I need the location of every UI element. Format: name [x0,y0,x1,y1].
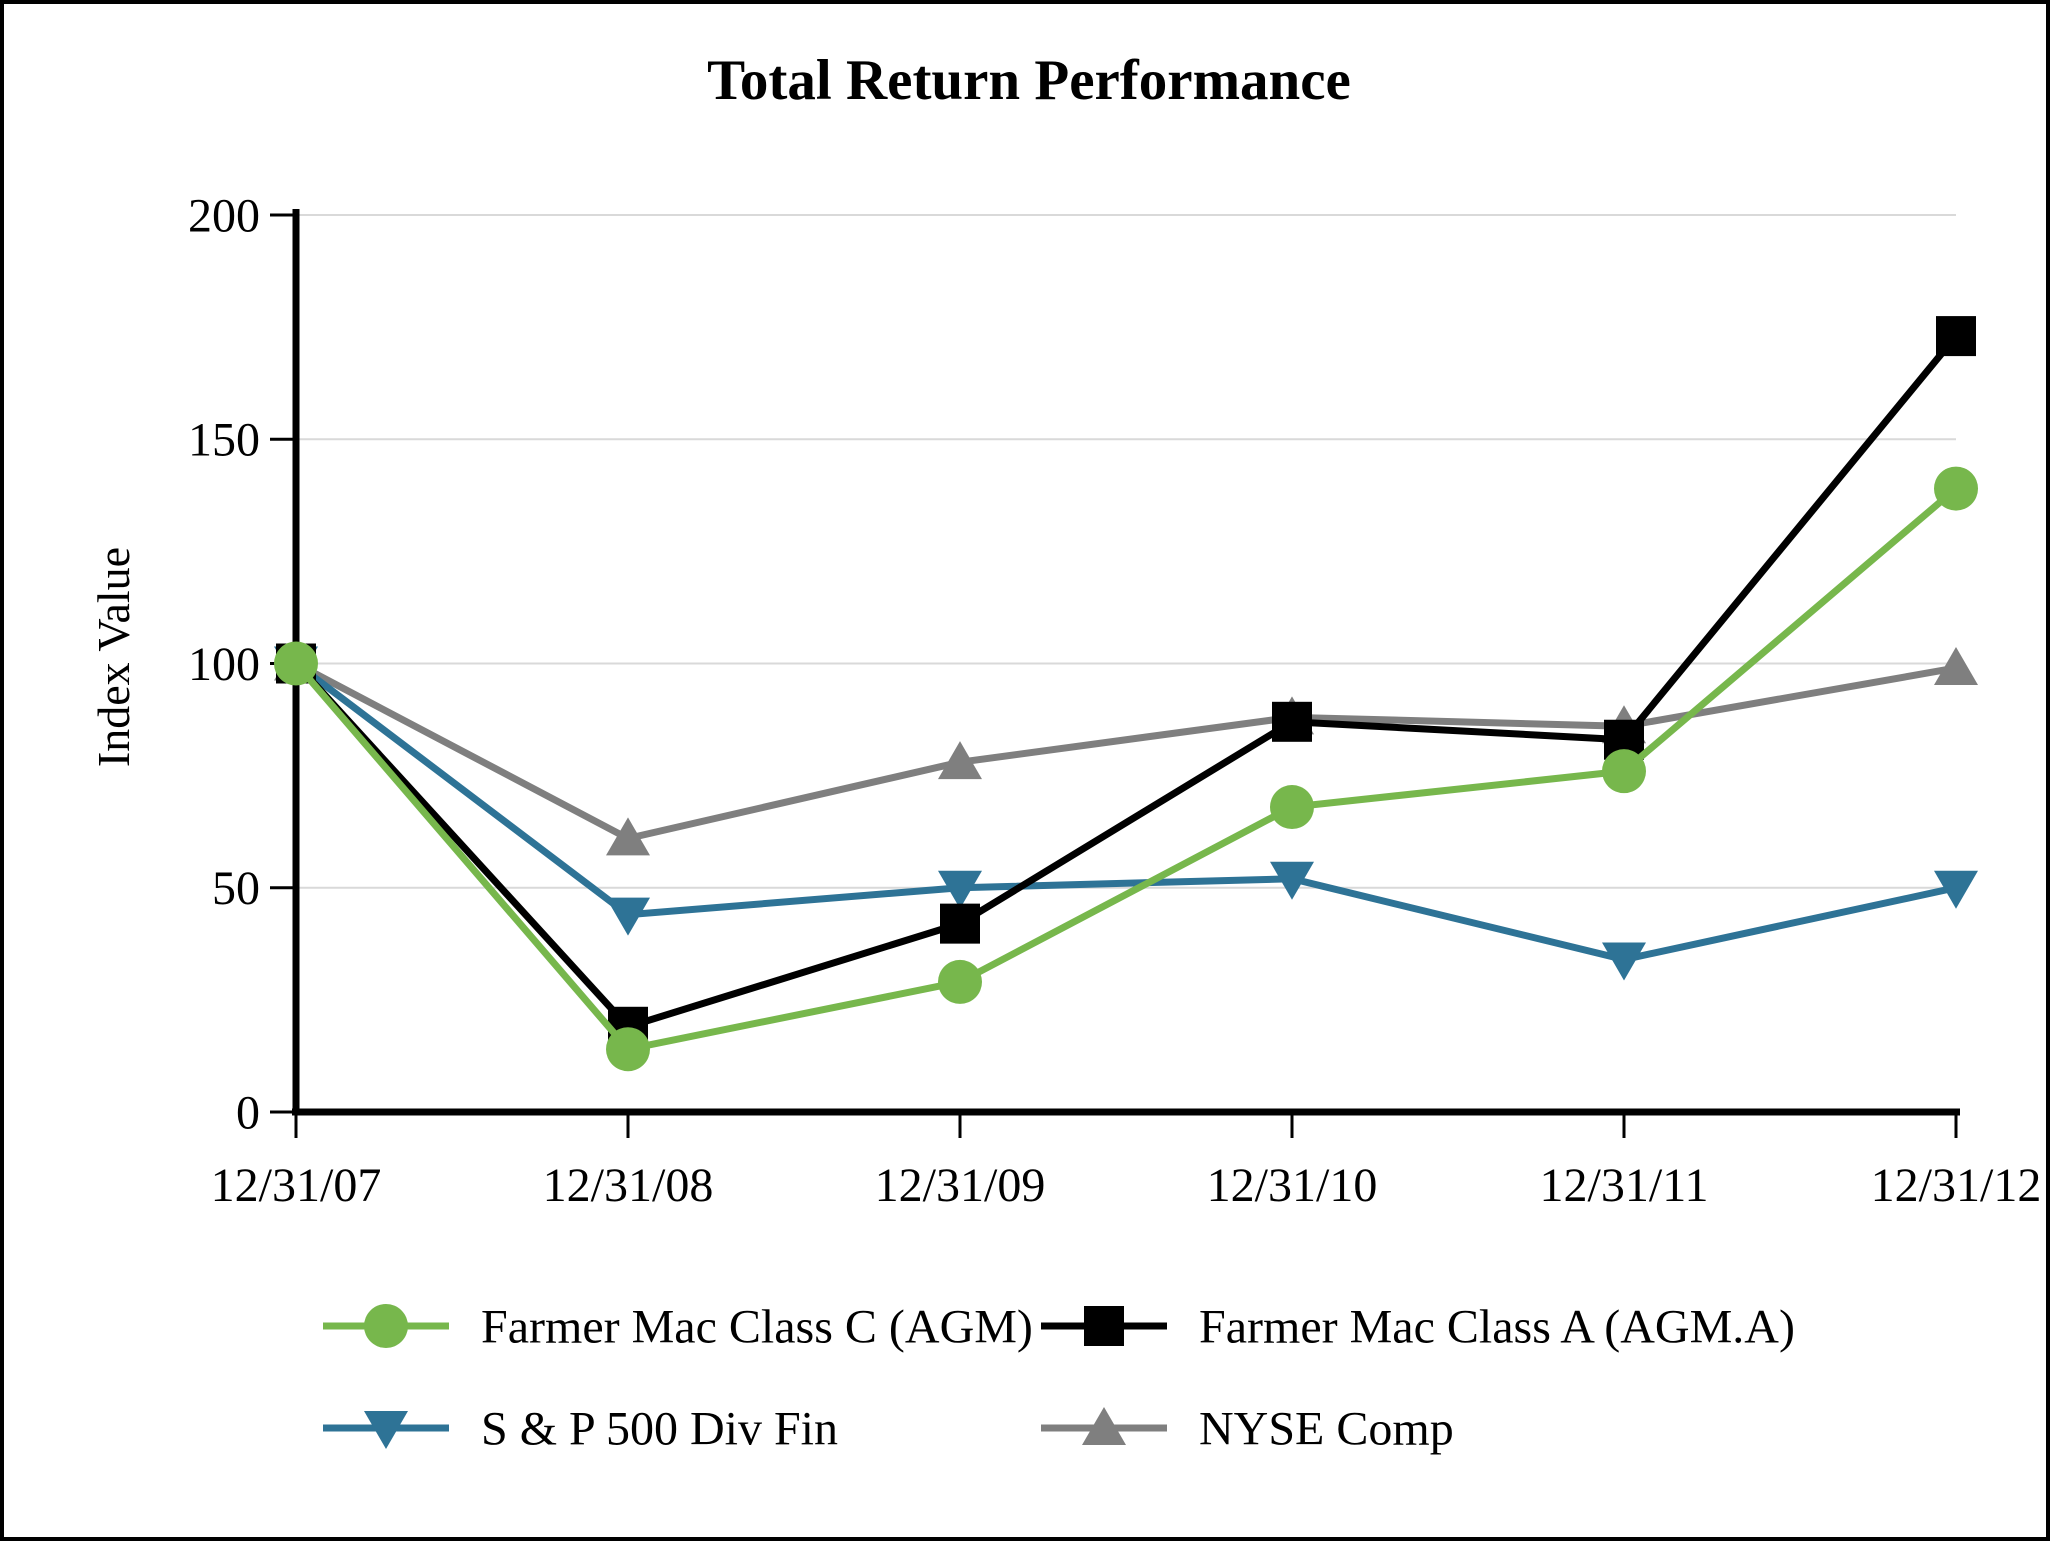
data-point-marker [938,870,982,909]
data-point-marker [1934,466,1978,511]
data-point-marker [1936,316,1976,357]
axes-layer [270,209,1960,1138]
data-point-marker [1934,646,1978,685]
data-point-marker [1272,701,1312,742]
legend-label: S & P 500 Div Fin [481,1402,838,1455]
legend-label: Farmer Mac Class A (AGM.A) [1199,1300,1795,1353]
y-tick-label: 50 [212,862,260,915]
data-point-marker [1934,870,1978,909]
data-point-marker [1084,1306,1124,1346]
legend-item: NYSE Comp [1041,1402,1454,1455]
data-point-marker [364,1304,408,1348]
data-point-marker [364,1411,408,1449]
data-point-marker [1270,785,1314,830]
series-line [293,333,1959,1031]
data-point-marker [1270,861,1314,900]
y-tick-label: 100 [188,638,260,691]
data-point-marker [940,903,980,944]
legend-label: Farmer Mac Class C (AGM) [481,1300,1033,1353]
data-point-marker [938,741,982,780]
y-axis-title: Index Value [88,547,139,767]
legend-layer: Farmer Mac Class C (AGM) Farmer Mac Class… [323,1300,1795,1455]
y-tick-label: 0 [236,1086,260,1139]
data-point-marker [606,897,650,936]
legend-label: NYSE Comp [1199,1402,1454,1455]
data-point-marker [1082,1407,1126,1445]
legend-item: S & P 500 Div Fin [323,1402,838,1455]
data-point-marker [938,959,982,1004]
data-point-marker [1602,749,1646,794]
series-farmer-mac-class-c-agm [274,466,1978,1072]
series-s-p-500-div-fin [274,646,1978,981]
x-tick-label: 12/31/07 [211,1159,382,1212]
y-tick-label: 150 [188,414,260,467]
chart-title: Total Return Performance [707,49,1351,112]
series-line [293,660,1957,964]
series-layer [274,316,1978,1072]
data-point-marker [606,817,650,856]
x-tick-label: 12/31/12 [1871,1159,2042,1212]
legend-item: Farmer Mac Class C (AGM) [323,1300,1033,1353]
x-tick-label: 12/31/10 [1207,1159,1378,1212]
x-tick-label: 12/31/08 [543,1159,714,1212]
x-tick-label: 12/31/09 [875,1159,1046,1212]
series-line [293,485,1959,1054]
x-tick-label: 12/31/11 [1540,1159,1709,1212]
chart-canvas: Total Return Performance Index Value 0 50… [88,49,2041,1455]
gridlines-layer [296,214,1956,889]
data-point-marker [274,641,318,686]
legend-item: Farmer Mac Class A (AGM.A) [1041,1300,1795,1353]
y-tick-label: 200 [188,189,260,242]
data-point-marker [1602,942,1646,981]
series-line [294,660,1957,843]
data-point-marker [606,1027,650,1072]
tick-labels-layer: 0 50 100 150 200 12/31/07 12/31/08 12/31/09 12/3… [188,189,2041,1212]
